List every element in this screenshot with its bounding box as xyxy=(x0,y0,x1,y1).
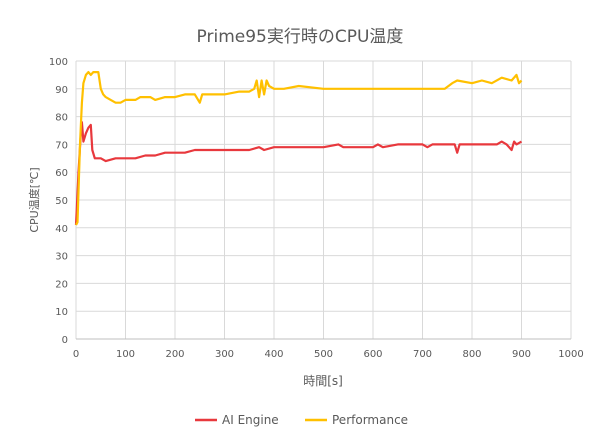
y-tick-label: 50 xyxy=(55,196,68,207)
y-tick-label: 80 xyxy=(55,113,68,124)
x-axis-label: 時間[s] xyxy=(303,374,343,388)
x-tick-label: 0 xyxy=(73,349,79,360)
y-tick-label: 30 xyxy=(55,252,68,263)
y-tick-label: 40 xyxy=(55,224,68,235)
chart-title: Prime95実行時のCPU温度 xyxy=(197,27,404,47)
x-tick-label: 200 xyxy=(165,349,184,360)
x-tick-label: 900 xyxy=(512,349,531,360)
y-tick-label: 0 xyxy=(62,335,68,346)
x-tick-label: 500 xyxy=(314,349,333,360)
x-tick-label: 1000 xyxy=(558,349,583,360)
x-tick-label: 600 xyxy=(363,349,382,360)
y-tick-label: 10 xyxy=(55,307,68,318)
x-tick-label: 300 xyxy=(215,349,234,360)
x-tick-label: 100 xyxy=(116,349,135,360)
series-line-performance xyxy=(75,70,523,226)
x-tick-label: 700 xyxy=(413,349,432,360)
x-tick-label: 400 xyxy=(264,349,283,360)
series-line-ai-engine xyxy=(74,121,523,226)
y-tick-label: 20 xyxy=(55,279,68,290)
x-tick-label: 800 xyxy=(462,349,481,360)
legend-label: Performance xyxy=(332,413,408,427)
y-tick-label: 60 xyxy=(55,168,68,179)
y-tick-label: 90 xyxy=(55,85,68,96)
y-tick-label: 100 xyxy=(49,57,68,68)
y-tick-label: 70 xyxy=(55,140,68,151)
y-axis-label: CPU温度[℃] xyxy=(27,167,41,232)
legend-label: AI Engine xyxy=(222,413,279,427)
